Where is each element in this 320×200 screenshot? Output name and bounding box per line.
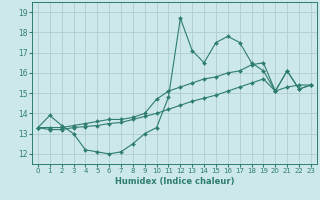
- X-axis label: Humidex (Indice chaleur): Humidex (Indice chaleur): [115, 177, 234, 186]
